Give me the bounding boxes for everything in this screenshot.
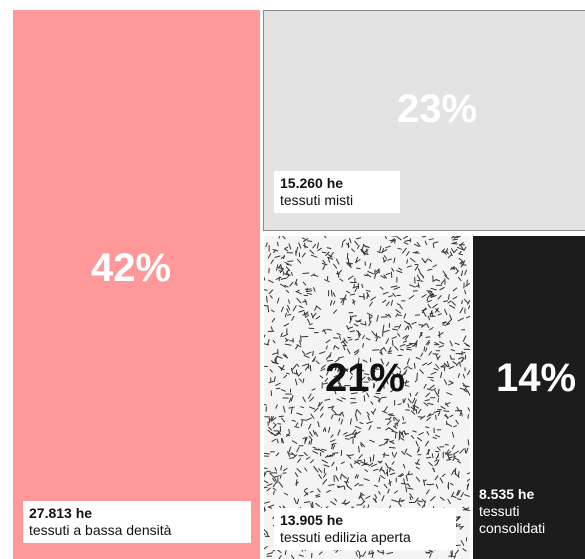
tile-misti: 23% 15.260 he tessuti misti — [263, 10, 585, 231]
name-edilizia-aperta: tessuti edilizia aperta — [280, 529, 411, 545]
value-consolidati: 8.535 he — [479, 486, 535, 502]
percent-label-consolidati: 14% — [496, 356, 577, 400]
tile-bassa-densita: 42% 27.813 he tessuti a bassa densità — [13, 10, 260, 559]
tile-consolidati: 14% 8.535 he tessuti consolidati — [473, 236, 585, 559]
value-misti: 15.260 he — [280, 175, 344, 191]
name-consolidati: tessuti consolidati — [479, 503, 546, 536]
percent-label-bassa-densita: 42% — [91, 246, 172, 290]
value-edilizia-aperta: 13.905 he — [280, 512, 344, 528]
value-label-bassa-densita: 27.813 he tessuti a bassa densità — [23, 501, 251, 543]
percent-label-edilizia-aperta: 21% — [325, 356, 406, 400]
name-misti: tessuti misti — [280, 192, 354, 208]
value-bassa-densita: 27.813 he — [29, 505, 93, 521]
tile-edilizia-aperta: 21% 13.905 he tessuti edilizia aperta — [264, 236, 470, 559]
value-label-edilizia-aperta: 13.905 he tessuti edilizia aperta — [274, 508, 456, 550]
value-label-misti: 15.260 he tessuti misti — [274, 171, 400, 213]
name-bassa-densita: tessuti a bassa densità — [29, 522, 172, 538]
value-label-consolidati: 8.535 he tessuti consolidati — [479, 486, 579, 537]
percent-label-misti: 23% — [397, 87, 478, 131]
